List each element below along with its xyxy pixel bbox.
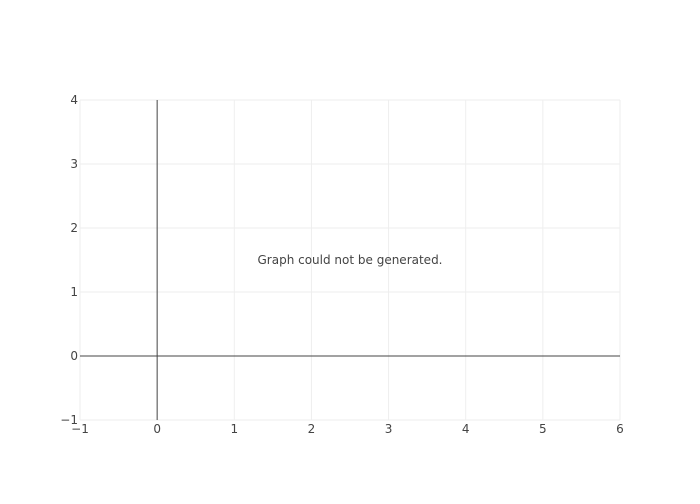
x-tick-label: 5 — [539, 422, 547, 436]
y-axis-tick-labels: −1 0 1 2 3 4 — [60, 93, 78, 427]
y-tick-label: 2 — [70, 221, 78, 235]
x-tick-label: 2 — [308, 422, 316, 436]
y-tick-label: 0 — [70, 349, 78, 363]
annotation-text: Graph could not be generated. — [257, 253, 442, 267]
x-tick-label: 6 — [616, 422, 624, 436]
y-tick-label: 3 — [70, 157, 78, 171]
x-axis-tick-labels: −1 0 1 2 3 4 5 6 — [71, 422, 624, 436]
x-tick-label: 4 — [462, 422, 470, 436]
x-tick-label: −1 — [71, 422, 89, 436]
x-tick-label: 0 — [153, 422, 161, 436]
x-tick-label: 3 — [385, 422, 393, 436]
x-tick-label: 1 — [230, 422, 238, 436]
y-tick-label: 1 — [70, 285, 78, 299]
y-tick-label: −1 — [60, 413, 78, 427]
grid-layer — [79, 99, 621, 421]
y-tick-label: 4 — [70, 93, 78, 107]
annotation-layer: Graph could not be generated. — [257, 253, 442, 267]
zeroline-layer — [80, 100, 620, 420]
